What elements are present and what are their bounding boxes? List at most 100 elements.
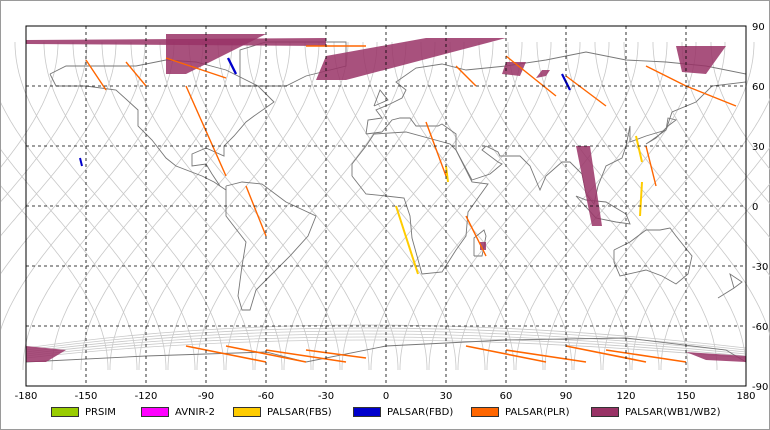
plr-swath — [185, 345, 267, 363]
plr-swath — [455, 65, 477, 87]
lat-tick-label: -60 — [752, 322, 768, 333]
coastline — [645, 117, 678, 145]
orbit-track — [1, 42, 175, 330]
fbs-swath — [635, 135, 643, 163]
lon-tick-label: -120 — [135, 391, 158, 401]
lon-tick-label: 150 — [676, 391, 695, 401]
plr-swath — [265, 349, 347, 363]
legend-item-palsar-fbs[interactable]: PALSAR(FBS) — [233, 405, 332, 419]
plr-swath — [165, 57, 227, 79]
legend-item-avnir2[interactable]: AVNIR-2 — [141, 405, 215, 419]
orbit-track — [275, 42, 457, 370]
plr-swath — [685, 85, 737, 107]
orbit-track — [594, 42, 770, 337]
plr-swath — [605, 349, 687, 363]
orbit-track — [681, 42, 770, 205]
wb-swath — [502, 62, 526, 76]
orbit-track — [167, 42, 349, 370]
lat-tick-label: -90 — [752, 382, 768, 393]
orbit-track — [25, 330, 747, 353]
orbit-track — [25, 339, 747, 359]
coastline — [717, 272, 743, 299]
orbit-track — [449, 42, 631, 370]
orbit-track — [25, 336, 747, 357]
lon-tick-label: 120 — [616, 391, 635, 401]
lon-tick-label: 180 — [736, 391, 755, 401]
plr-swath — [85, 59, 107, 91]
coastline — [225, 181, 317, 311]
legend-label: PALSAR(PLR) — [505, 406, 570, 418]
longitude-tick-labels: -180 -150 -120 -90 -60 -30 0 30 60 90 12… — [15, 391, 756, 401]
lat-tick-label: -30 — [752, 262, 768, 273]
coastline — [365, 51, 747, 206]
orbit-track — [420, 42, 602, 370]
lon-tick-label: -90 — [198, 391, 214, 401]
orbit-track — [246, 42, 428, 370]
plr-swath — [565, 345, 647, 363]
orbit-track — [660, 183, 770, 370]
plr-swath — [645, 65, 687, 87]
legend-swatch — [353, 407, 381, 417]
fbs-swath — [395, 205, 419, 275]
coastline — [473, 229, 487, 257]
plr-swath — [565, 75, 607, 107]
orbit-track — [138, 42, 320, 370]
wb-swath — [316, 38, 506, 80]
plot-border — [25, 25, 747, 387]
plr-swath — [425, 121, 447, 177]
lat-tick-label: 90 — [752, 22, 765, 33]
orbit-track — [623, 42, 770, 277]
lon-tick-label: 90 — [560, 391, 573, 401]
observation-swaths — [26, 34, 746, 363]
plr-swath — [505, 349, 587, 363]
plr-swath — [505, 55, 557, 97]
legend-item-palsar-fbd[interactable]: PALSAR(FBD) — [353, 405, 453, 419]
orbit-track — [1, 42, 88, 202]
legend-swatch — [233, 407, 261, 417]
legend-item-palsar-wb[interactable]: PALSAR(WB1/WB2) — [591, 405, 721, 419]
legend-label: PALSAR(WB1/WB2) — [625, 406, 721, 418]
coastline — [373, 89, 389, 107]
legend-item-prism[interactable]: PRSIM — [51, 405, 116, 419]
coastline — [351, 131, 489, 275]
wb-swath — [26, 346, 66, 362]
plr-swath — [465, 215, 487, 257]
fbs-swath — [445, 165, 449, 183]
legend-swatch — [591, 407, 619, 417]
legend-swatch — [141, 407, 169, 417]
map-legend: PRSIM AVNIR-2 PALSAR(FBS) PALSAR(FBD) PA… — [1, 401, 770, 423]
plr-swath — [125, 61, 147, 87]
world-coverage-map[interactable]: -180 -150 -120 -90 -60 -30 0 30 60 90 12… — [1, 1, 770, 401]
plr-swath — [245, 185, 267, 237]
plr-swath — [305, 349, 367, 359]
orbit-track — [710, 42, 770, 170]
orbit-track — [72, 42, 254, 370]
legend-swatch — [471, 407, 499, 417]
lon-tick-label: 60 — [500, 391, 513, 401]
wb-swath — [166, 34, 266, 74]
legend-label: PALSAR(FBS) — [267, 406, 332, 418]
wb-swath — [676, 46, 726, 74]
lat-tick-label: 30 — [752, 142, 765, 153]
lon-tick-label: 30 — [440, 391, 453, 401]
legend-item-palsar-plr[interactable]: PALSAR(PLR) — [471, 405, 569, 419]
orbit-track — [341, 42, 523, 370]
plr-swath — [465, 345, 547, 363]
orbit-track — [25, 333, 747, 355]
latitude-tick-labels: 90 60 30 0 -30 -60 -90 — [752, 22, 768, 393]
plr-swath — [225, 345, 307, 363]
lon-tick-label: 0 — [383, 391, 389, 401]
lat-lon-grid — [26, 26, 746, 386]
orbit-track — [1, 42, 59, 168]
wb-swath — [536, 70, 550, 78]
orbit-track — [486, 42, 668, 370]
lon-tick-label: -30 — [318, 391, 334, 401]
fbd-swath — [226, 57, 238, 75]
orbit-track — [1, 42, 146, 274]
lat-tick-label: 0 — [752, 202, 758, 213]
lon-tick-label: -60 — [258, 391, 274, 401]
plr-swath — [645, 145, 657, 187]
orbit-track — [515, 42, 697, 370]
fbs-swath — [639, 181, 643, 217]
